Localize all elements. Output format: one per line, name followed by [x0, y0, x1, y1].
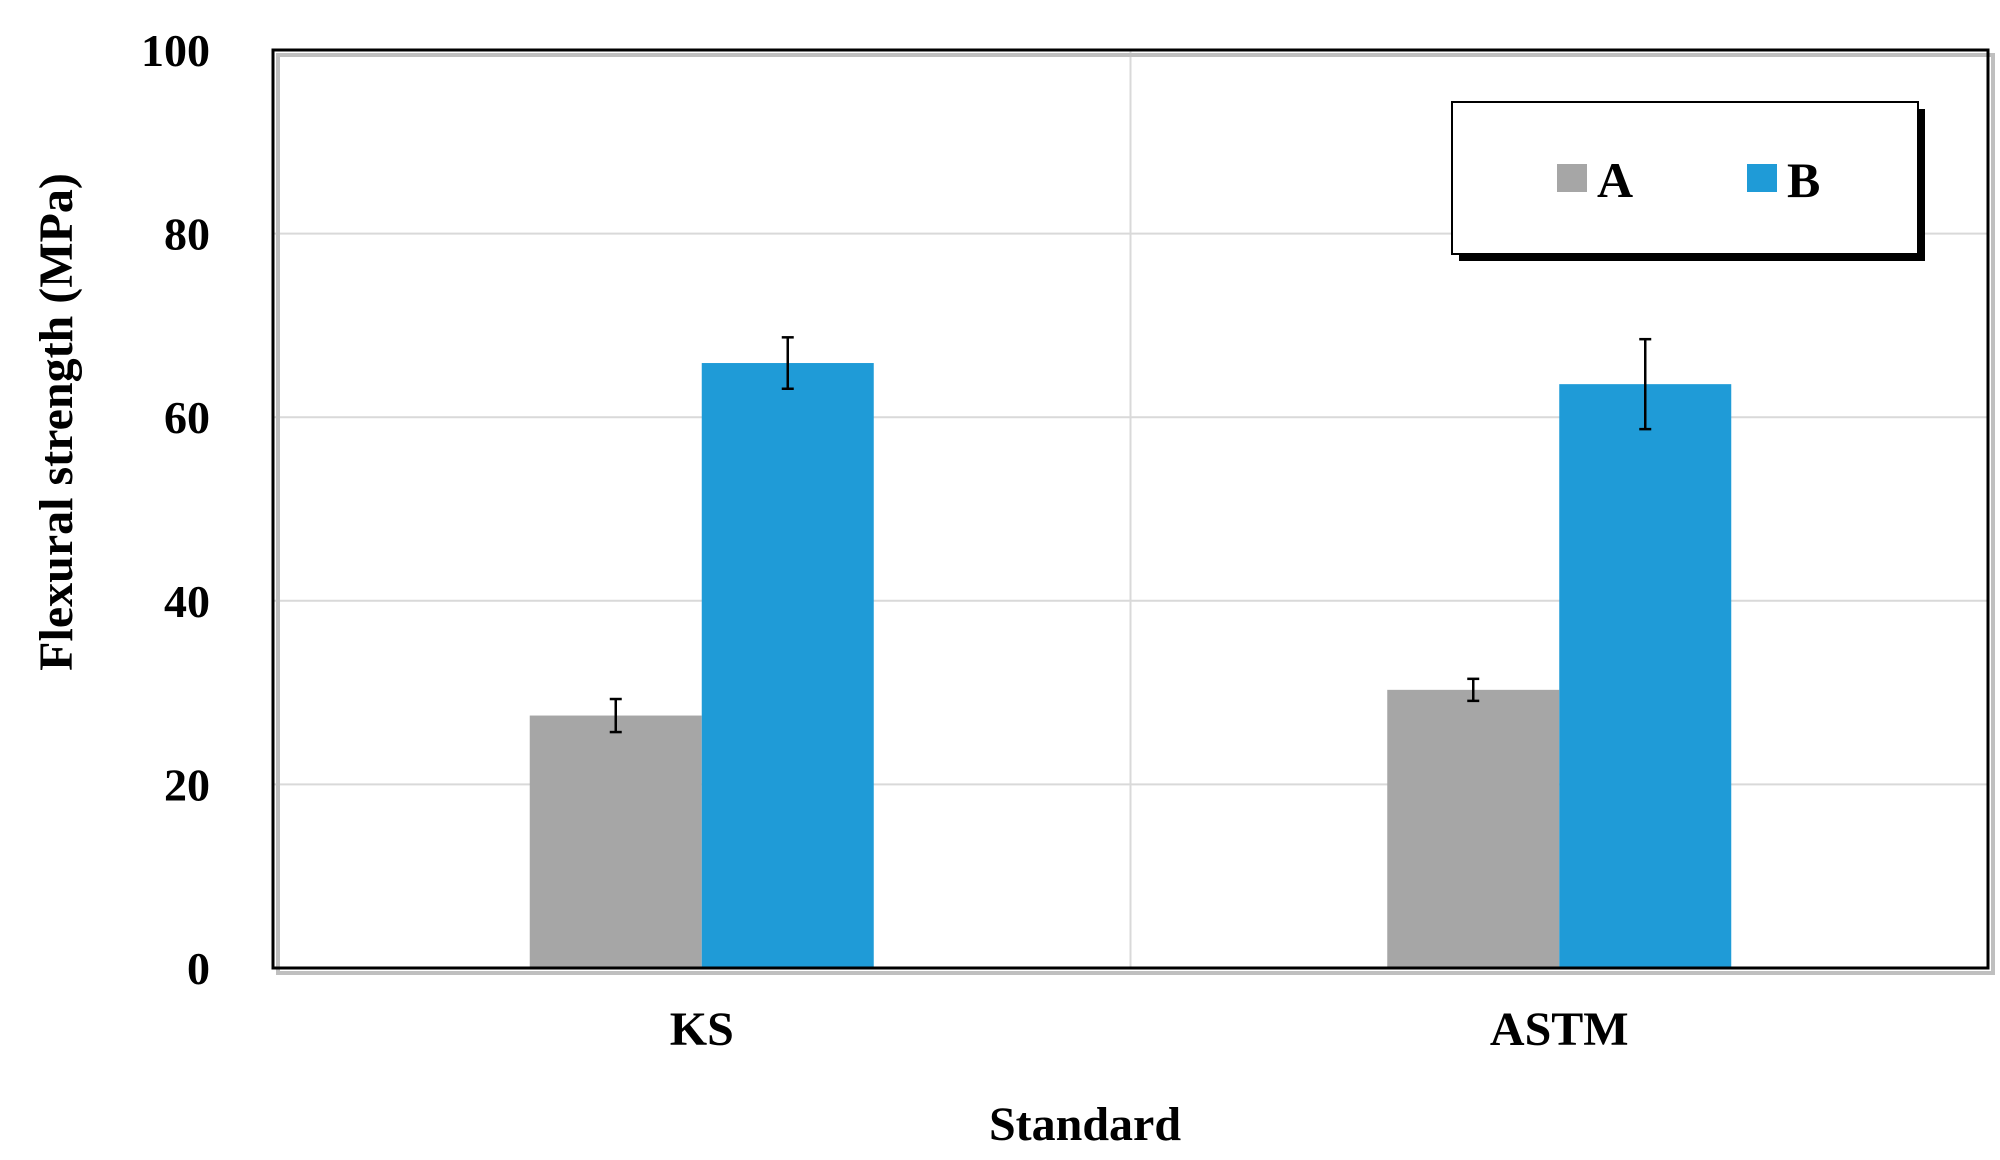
bar-A-ASTM [1387, 689, 1560, 968]
y-tick-label: 0 [187, 943, 210, 994]
y-tick-label: 40 [164, 576, 210, 627]
plot-frame [271, 48, 1995, 975]
legend-swatch-A [1557, 164, 1587, 192]
y-axis-title: Flexural strength (MPa) [30, 173, 83, 671]
plot-frame-border [271, 48, 1990, 970]
legend-label-A: A [1597, 152, 1633, 208]
legend-box [1451, 101, 1919, 255]
bars [529, 363, 1732, 969]
bar-B-ASTM [1559, 384, 1732, 969]
x-axis-title: Standard [989, 1098, 1181, 1151]
bar-B-KS [701, 363, 874, 969]
x-category-label: ASTM [1490, 1003, 1629, 1056]
y-tick-label: 20 [164, 759, 210, 810]
y-tick-labels: 0 20 40 60 80 100 [141, 25, 210, 994]
y-tick-label: 80 [164, 209, 210, 260]
error-bars [609, 336, 1652, 734]
x-category-labels: KS ASTM [670, 1003, 1629, 1056]
bar-A-KS [529, 715, 702, 968]
y-tick-label: 60 [164, 392, 210, 443]
legend-label-B: B [1787, 152, 1820, 208]
y-tick-label: 100 [141, 25, 210, 76]
plot-frame-shadow [276, 53, 1995, 975]
x-category-label: KS [670, 1003, 734, 1056]
legend-swatch-B [1747, 164, 1777, 192]
